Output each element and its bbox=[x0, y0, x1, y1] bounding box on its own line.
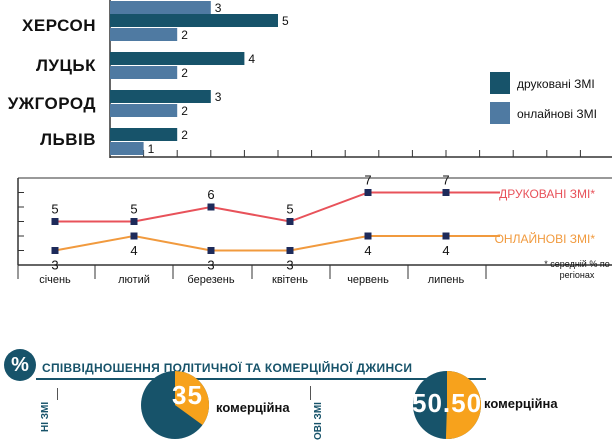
data-label: 4 bbox=[364, 243, 371, 258]
line-x-label: березень bbox=[187, 274, 234, 286]
data-label: 3 bbox=[51, 258, 58, 273]
data-point bbox=[364, 232, 372, 240]
series-label-print: ДРУКОВАНІ ЗМІ* bbox=[499, 187, 595, 201]
bar-value-label: 2 bbox=[181, 28, 188, 42]
bar-1-1 bbox=[110, 28, 178, 41]
bar-1-0 bbox=[110, 14, 278, 27]
pie-right-value: 50.50 bbox=[412, 388, 483, 418]
city-label-uzhhorod: УЖГОРОД bbox=[7, 94, 96, 113]
bar-4-0 bbox=[110, 128, 178, 141]
data-point bbox=[207, 203, 215, 211]
pie-right-label: комерційна bbox=[484, 396, 558, 411]
section-title: СПІВВІДНОШЕННЯ ПОЛІТИЧНОЇ ТА КОМЕРЦІЙНОЇ… bbox=[42, 361, 413, 375]
city-label-lviv: ЛЬВІВ bbox=[40, 130, 96, 149]
bar-value-label: 3 bbox=[215, 90, 222, 104]
footnote: * середній % по регіонах bbox=[544, 259, 610, 280]
legend-label-online: онлайнові ЗМІ bbox=[517, 107, 597, 121]
line-x-label: липень bbox=[428, 274, 465, 286]
pie-left-label: комерційна bbox=[216, 400, 290, 415]
line-x-label: січень bbox=[39, 274, 71, 286]
bar-0-1 bbox=[110, 1, 211, 14]
data-point bbox=[51, 218, 59, 225]
data-label: 5 bbox=[51, 202, 58, 217]
data-point bbox=[442, 189, 450, 196]
bar-3-0 bbox=[110, 90, 211, 103]
mid-divider bbox=[310, 386, 311, 400]
pie-left-value: 35 bbox=[172, 380, 203, 410]
series-line-0 bbox=[55, 191, 446, 223]
title-divider bbox=[36, 378, 486, 380]
series-label-online: ОНЛАЙНОВІ ЗМІ* bbox=[494, 232, 595, 246]
data-label: 3 bbox=[207, 258, 214, 273]
right-rotated-label: ОВІ ЗМІ bbox=[313, 402, 324, 440]
data-point bbox=[207, 247, 215, 254]
data-point bbox=[286, 218, 294, 225]
bar-value-label: 3 bbox=[215, 0, 222, 1]
data-label: 4 bbox=[442, 243, 449, 258]
legend-swatch-print bbox=[490, 72, 510, 94]
bar-value-label: 3 bbox=[215, 1, 222, 15]
bar-value-label: 4 bbox=[248, 52, 255, 66]
data-label: 6 bbox=[207, 187, 214, 202]
data-point bbox=[442, 232, 450, 240]
series-line-1 bbox=[54, 234, 446, 252]
left-divider bbox=[57, 388, 58, 400]
bar-value-label: 1 bbox=[148, 142, 155, 156]
bar-4-1 bbox=[110, 142, 144, 155]
left-rotated-label: НІ ЗМІ bbox=[40, 401, 51, 432]
bar-2-0 bbox=[110, 52, 245, 65]
data-point bbox=[130, 232, 138, 240]
legend-label-print: друковані ЗМІ bbox=[517, 77, 595, 91]
data-label: 5 bbox=[286, 202, 293, 217]
percent-icon: % bbox=[4, 349, 36, 381]
line-x-label: лютий bbox=[118, 274, 150, 286]
bar-value-label: 2 bbox=[181, 104, 188, 118]
bar-chart: 3352423221 bbox=[109, 0, 612, 158]
bar-3-1 bbox=[110, 104, 178, 117]
city-label-kherson: ХЕРСОН bbox=[22, 16, 96, 35]
bar-value-label: 2 bbox=[181, 128, 188, 142]
data-point bbox=[130, 218, 138, 225]
city-label-lutsk: ЛУЦЬК bbox=[35, 56, 96, 75]
ratio-section: % СПІВВІДНОШЕННЯ ПОЛІТИЧНОЇ ТА КОМЕРЦІЙН… bbox=[0, 340, 616, 440]
data-point bbox=[364, 189, 372, 196]
data-label: 5 bbox=[130, 202, 137, 217]
line-chart: січень лютий березень квітень червень липень 5… bbox=[17, 173, 612, 286]
bar-value-label: 2 bbox=[181, 66, 188, 80]
data-point bbox=[286, 247, 294, 254]
data-label: 4 bbox=[130, 243, 137, 258]
data-label: 7 bbox=[442, 173, 449, 188]
line-x-label: червень bbox=[347, 274, 389, 286]
data-label: 3 bbox=[286, 258, 293, 273]
line-x-label: квітень bbox=[272, 274, 308, 286]
data-label: 7 bbox=[364, 173, 371, 188]
legend-swatch-online bbox=[490, 102, 510, 124]
bar-2-1 bbox=[110, 66, 178, 79]
bar-value-label: 5 bbox=[282, 14, 289, 28]
data-point bbox=[51, 247, 59, 254]
